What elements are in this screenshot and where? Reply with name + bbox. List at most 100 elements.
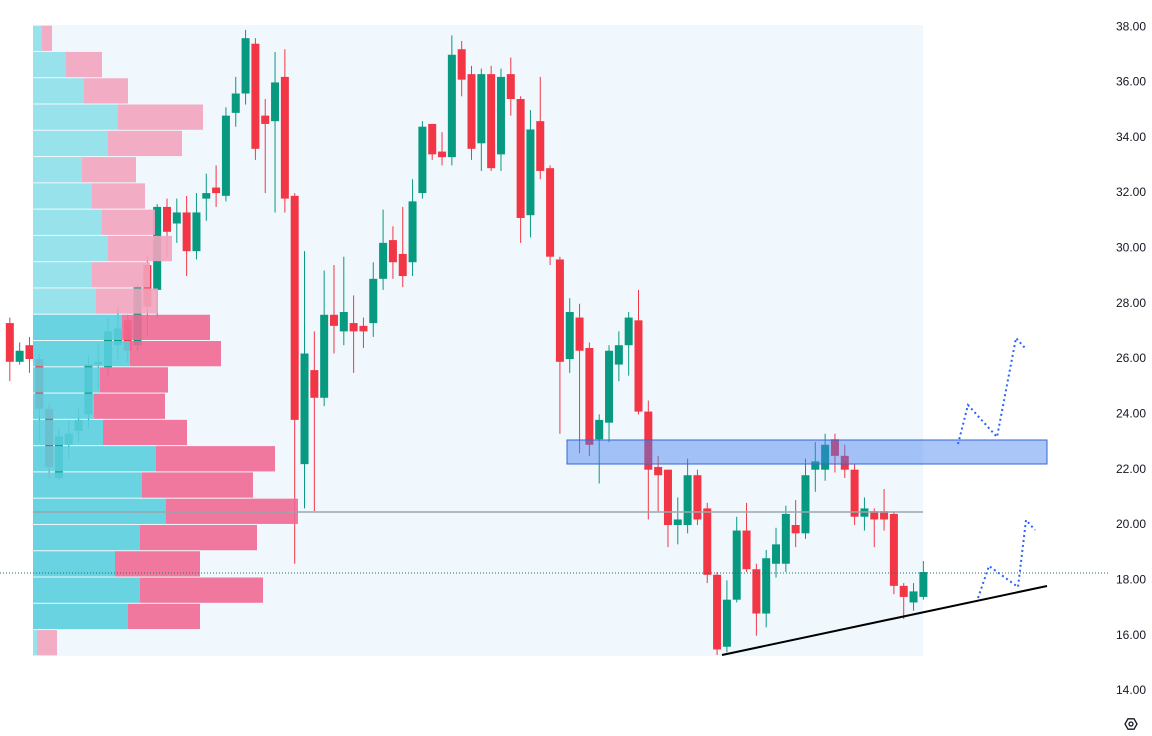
candle-body	[349, 323, 358, 332]
x-tick-label: 2022	[497, 715, 524, 729]
x-tick-label: 2024	[733, 715, 760, 729]
profile-sell-bar	[92, 262, 150, 288]
candle-body	[447, 54, 456, 158]
profile-sell-bar	[96, 288, 158, 314]
y-tick-label: 22.00	[1116, 462, 1146, 476]
candle-body	[546, 168, 555, 257]
x-tick-label: Jul	[1034, 715, 1049, 729]
y-tick-label: 14.00	[1116, 683, 1146, 697]
candle-body	[555, 259, 564, 362]
profile-sell-bar	[102, 209, 155, 235]
candle-body	[801, 475, 810, 534]
profile-sell-bar	[140, 524, 257, 551]
x-tick-label: Jul	[916, 715, 931, 729]
volume-profile	[33, 25, 298, 656]
x-tick-label: 2021	[380, 715, 407, 729]
profile-buy-bar	[33, 314, 122, 341]
candle-body	[634, 320, 643, 412]
profile-buy-bar	[33, 262, 92, 288]
candle-body	[5, 323, 14, 362]
profile-buy-bar	[33, 367, 100, 393]
candle-body	[418, 126, 427, 194]
profile-sell-bar	[156, 446, 275, 472]
profile-sell-bar	[115, 551, 200, 577]
candle-body	[379, 242, 388, 279]
candle-body	[506, 74, 515, 100]
candle-body	[713, 574, 722, 650]
profile-buy-bar	[33, 341, 130, 367]
profile-sell-bar	[103, 419, 187, 446]
candle-body	[162, 206, 171, 232]
profile-buy-bar	[33, 288, 96, 314]
profile-sell-bar	[108, 235, 172, 262]
candle-body	[221, 115, 230, 196]
x-tick-label: Jul	[444, 715, 459, 729]
x-tick-label: 2018	[26, 715, 53, 729]
x-tick-label: Jul	[562, 715, 577, 729]
profile-buy-bar	[33, 51, 66, 78]
settings-icon[interactable]	[1124, 718, 1138, 730]
profile-buy-bar	[33, 603, 128, 630]
candle-body	[762, 558, 771, 614]
y-tick-label: 20.00	[1116, 517, 1146, 531]
profile-sell-bar	[37, 630, 57, 656]
y-tick-label: 38.00	[1116, 19, 1146, 33]
candle-body	[536, 121, 545, 171]
profile-buy-bar	[33, 393, 94, 419]
profile-sell-bar	[122, 314, 210, 341]
candle-body	[742, 530, 751, 570]
profile-buy-bar	[33, 157, 82, 183]
candle-body	[25, 345, 34, 360]
profile-sell-bar	[142, 472, 253, 498]
resistance-zone	[566, 439, 1048, 465]
candle-body	[369, 278, 378, 324]
candle-body	[909, 591, 918, 603]
candle-body	[683, 475, 692, 526]
candle-body	[231, 93, 240, 113]
x-tick-label: Jul	[208, 715, 223, 729]
candle-body	[300, 353, 309, 465]
x-tick-label: 2026	[969, 715, 996, 729]
candle-body	[605, 350, 614, 423]
candle-body	[310, 370, 319, 398]
candle-body	[693, 475, 702, 520]
profile-buy-bar	[33, 551, 115, 577]
candle-body	[467, 74, 476, 149]
candle-body	[388, 240, 397, 263]
x-tick-label: 2019	[144, 715, 171, 729]
candle-body	[781, 513, 790, 564]
candle-body	[212, 187, 221, 194]
candle-body	[575, 317, 584, 351]
y-tick-label: 18.00	[1116, 573, 1146, 587]
candle-body	[261, 115, 270, 124]
profile-buy-bar	[33, 78, 84, 104]
profile-buy-bar	[33, 577, 140, 603]
y-tick-label: 30.00	[1116, 241, 1146, 255]
drawings	[0, 335, 1110, 656]
candle-body	[408, 201, 417, 263]
profile-buy-bar	[33, 104, 118, 130]
candle-body	[438, 151, 447, 158]
profile-buy-bar	[33, 524, 140, 551]
profile-sell-bar	[140, 577, 263, 603]
candle-body	[821, 444, 830, 470]
candle-body	[899, 585, 908, 597]
x-tick-label: 2020	[262, 715, 289, 729]
candle-body	[172, 212, 181, 224]
x-tick-label: Jul	[326, 715, 341, 729]
profile-buy-bar	[33, 130, 108, 157]
profile-sell-bar	[100, 367, 168, 393]
profile-buy-bar	[33, 472, 142, 498]
candle-body	[271, 82, 280, 122]
candle-body	[791, 525, 800, 534]
candle-body	[624, 317, 633, 346]
candle-body	[516, 99, 525, 218]
y-tick-label: 34.00	[1116, 130, 1146, 144]
y-tick-label: 32.00	[1116, 185, 1146, 199]
candle-body	[192, 212, 201, 252]
y-axis: 14.00 16.00 18.00 20.00 22.00 24.00 26.00 28.00…	[1116, 19, 1146, 697]
candle-body	[565, 312, 574, 360]
profile-buy-bar	[33, 25, 42, 51]
